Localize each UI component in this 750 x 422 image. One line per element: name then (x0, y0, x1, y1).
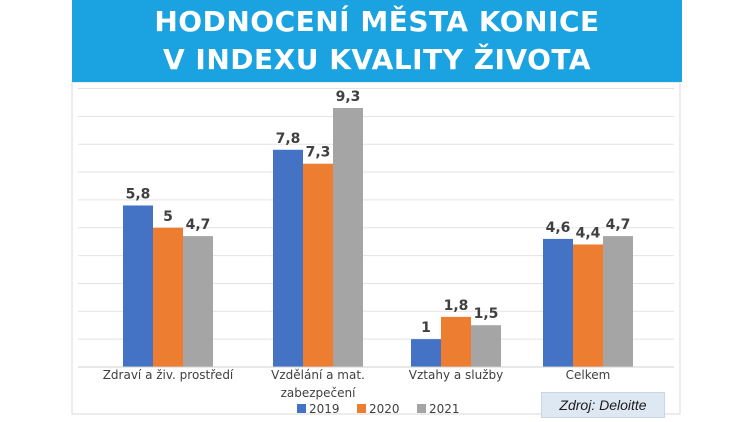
bar-2021-2 (333, 108, 363, 367)
legend-label-2019: 2019 (309, 402, 340, 416)
bar-2019-1 (123, 205, 153, 367)
data-label-2020-2: 7,3 (306, 145, 331, 161)
bar-2021-3 (471, 325, 501, 367)
data-label-2020-3: 1,8 (444, 298, 469, 314)
bar-2019-4 (543, 238, 573, 367)
legend-swatch-2019 (297, 404, 306, 413)
category-label-3: Vztahy a služby (409, 368, 503, 382)
bar-2021-4 (603, 236, 633, 367)
bar-2020-2 (303, 163, 333, 367)
legend-swatch-2021 (417, 404, 426, 413)
data-label-2021-1: 4,7 (186, 217, 211, 233)
bar-2020-1 (153, 227, 183, 367)
legend-label-2021: 2021 (429, 402, 460, 416)
category-label-2: zabezpečení (281, 386, 357, 400)
data-label-2021-3: 1,5 (474, 306, 499, 322)
source-label: Zdroj: Deloitte (541, 392, 665, 418)
chart-title-line-1: HODNOCENÍ MĚSTA KONICE (154, 5, 600, 38)
bar-2020-3 (441, 316, 471, 367)
data-label-2021-2: 9,3 (336, 89, 361, 105)
chart-title-line-2: V INDEXU KVALITY ŽIVOTA (162, 43, 592, 76)
data-label-2020-4: 4,4 (576, 225, 601, 241)
category-label-2: Vzdělání a mat. (271, 368, 365, 382)
title-banner: HODNOCENÍ MĚSTA KONICE V INDEXU KVALITY … (72, 0, 682, 82)
legend-label-2020: 2020 (369, 402, 400, 416)
bar-2019-2 (273, 149, 303, 367)
data-label-2019-1: 5,8 (126, 186, 151, 202)
legend-swatch-2020 (357, 404, 366, 413)
data-label-2021-4: 4,7 (606, 217, 631, 233)
data-label-2019-3: 1 (421, 320, 431, 336)
data-label-2019-4: 4,6 (546, 220, 571, 236)
bar-2020-4 (573, 244, 603, 367)
bar-2021-1 (183, 236, 213, 367)
data-label-2020-1: 5 (163, 209, 173, 225)
data-label-2019-2: 7,8 (276, 131, 301, 147)
category-label-4: Celkem (566, 368, 611, 382)
category-label-1: Zdraví a živ. prostředí (103, 368, 234, 382)
plot-frame (71, 81, 681, 415)
bar-2019-3 (411, 339, 441, 367)
